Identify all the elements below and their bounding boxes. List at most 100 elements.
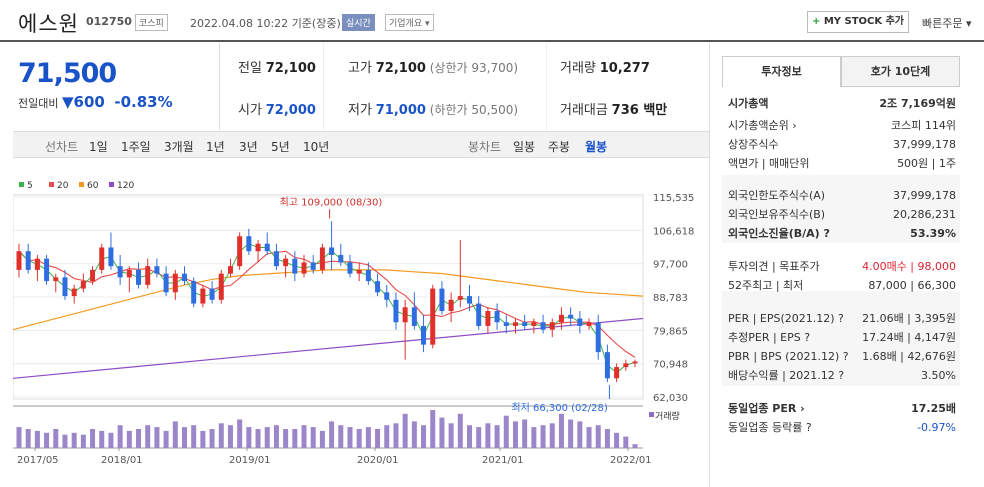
- candle-up: [632, 361, 638, 364]
- volume-bar: [237, 419, 243, 448]
- tab-1year[interactable]: 1년: [206, 140, 225, 154]
- quick-order-dropdown[interactable]: 빠른주문 ▾: [922, 17, 972, 30]
- candle-up: [356, 269, 362, 274]
- volume-bar: [319, 430, 325, 448]
- candle-down: [476, 303, 482, 326]
- candle-down: [163, 273, 169, 293]
- x-tick-label: 2017/05: [17, 455, 59, 466]
- volume-bar: [145, 425, 151, 448]
- info-row: 액면가 | 매매단위 500원 | 1주: [728, 157, 956, 170]
- volume-bar: [53, 429, 59, 448]
- volume-bar: [522, 419, 528, 448]
- candle-down: [467, 296, 473, 304]
- info-row: 외국인보유주식수(B) 20,286,231: [728, 208, 956, 221]
- tab-3year[interactable]: 3년: [239, 140, 258, 154]
- change-value: ▼600: [61, 93, 105, 111]
- volume-bar: [283, 429, 289, 448]
- ma120-line: [13, 317, 644, 379]
- candle-up: [90, 269, 96, 282]
- candle-down: [181, 273, 187, 282]
- volume-bar: [393, 423, 399, 448]
- my-stock-add-button[interactable]: + MY STOCK 추가: [807, 11, 909, 33]
- tab-invest-info[interactable]: 투자정보: [722, 56, 841, 87]
- candle-down: [117, 266, 123, 278]
- candle-down: [246, 236, 252, 252]
- volume-bar: [485, 423, 491, 448]
- change-percent: -0.83%: [114, 93, 173, 111]
- tab-1day[interactable]: 1일: [89, 140, 108, 154]
- volume-bar: [457, 413, 463, 448]
- volume-bar: [549, 423, 555, 448]
- realtime-badge[interactable]: 실시간: [342, 14, 375, 31]
- ma60-line: [13, 269, 644, 331]
- tab-10year[interactable]: 10년: [303, 140, 330, 154]
- volume-bar: [200, 430, 206, 448]
- tab-daily-candle[interactable]: 일봉: [513, 140, 536, 154]
- tab-orderbook[interactable]: 호가 10단계: [841, 56, 960, 87]
- tab-5year[interactable]: 5년: [271, 140, 290, 154]
- candle-up: [558, 314, 564, 323]
- volume-bar: [531, 427, 537, 448]
- volume-bar: [154, 427, 160, 448]
- volume-bar: [191, 425, 197, 448]
- candle-up: [512, 322, 518, 326]
- info-row: 외국인한도주식수(A) 37,999,178: [728, 189, 956, 202]
- y-tick-label: 97,700: [653, 260, 688, 271]
- volume-bar: [614, 432, 620, 448]
- tab-1week[interactable]: 1주일: [121, 140, 151, 154]
- candle-down: [604, 352, 610, 379]
- volume-bar: [209, 429, 215, 448]
- header-bar: [0, 0, 984, 42]
- volume-bar: [494, 425, 500, 448]
- info-row: 동일업종 PER › 17.25배: [728, 402, 956, 415]
- volume-bar: [301, 425, 307, 448]
- tab-weekly-candle[interactable]: 주봉: [548, 140, 571, 154]
- tab-3month[interactable]: 3개월: [164, 140, 194, 154]
- price-chart[interactable]: 5 20 60 120 115,535 106,618 97,700 88,783 79,86…: [13, 172, 709, 472]
- y-tick-label: 62,030: [653, 393, 688, 404]
- volume-bar: [218, 423, 224, 448]
- candle-down: [375, 281, 381, 293]
- volume-bar: [246, 427, 252, 448]
- plus-icon: +: [811, 16, 821, 27]
- candle-down: [273, 251, 279, 267]
- volume-bar: [604, 429, 610, 448]
- candle-down: [44, 258, 50, 282]
- info-row: 외국인소진율(B/A) ? 53.39%: [728, 227, 956, 240]
- volume-bar: [108, 432, 114, 448]
- candle-down: [108, 247, 114, 267]
- candle-down: [522, 322, 528, 326]
- company-overview-dropdown[interactable]: 기업개요 ▾: [385, 14, 434, 31]
- legend-swatch: [49, 182, 54, 187]
- volume-bar: [80, 434, 86, 448]
- volume-bar: [586, 427, 592, 448]
- candle-up: [531, 322, 537, 326]
- volume-bar: [136, 429, 142, 448]
- candle-up: [237, 236, 243, 267]
- candle-up: [586, 322, 592, 326]
- candle-down: [329, 247, 335, 255]
- volume-bar: [172, 421, 178, 448]
- volume-bar: [163, 430, 169, 448]
- quote-info-grid: 전일 72,100 고가 72,100 (상한가 93,700) 거래량 10,…: [220, 43, 709, 130]
- candle-down: [540, 322, 546, 330]
- volume-bar: [44, 432, 50, 448]
- volume-bar: [568, 419, 574, 448]
- right-tabs: 투자정보 호가 10단계: [722, 56, 960, 87]
- candle-down: [191, 281, 197, 304]
- volume-bar: [292, 429, 298, 448]
- tab-monthly-candle[interactable]: 월봉: [585, 140, 608, 154]
- legend-swatch: [79, 182, 84, 187]
- divider: [709, 43, 710, 487]
- volume-bar: [430, 410, 436, 448]
- volume-bar: [595, 425, 601, 448]
- candle-down: [595, 322, 601, 353]
- stock-code: 012750: [86, 15, 132, 28]
- candle-up: [623, 363, 629, 368]
- volume-bar: [264, 427, 270, 448]
- candle-up: [71, 288, 77, 297]
- volume-bar: [126, 430, 132, 448]
- candle-down: [411, 307, 417, 326]
- price-box: [13, 43, 220, 130]
- volume-bar: [99, 430, 105, 448]
